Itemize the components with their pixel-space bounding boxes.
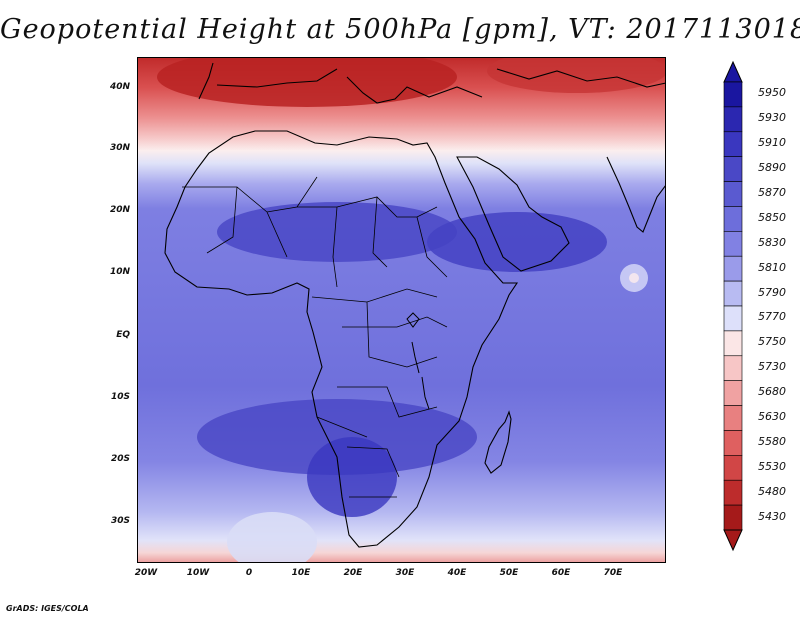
- colorbar-swatch: [723, 206, 743, 232]
- lon-label-50e: 50E: [499, 568, 519, 578]
- colorbar-level-label: 5870: [758, 186, 786, 199]
- colorbar-level-label: 5930: [758, 111, 786, 125]
- africa-coastline: [164, 130, 519, 548]
- geopotential-map: [137, 57, 666, 563]
- colorbar-level-label: 5850: [758, 210, 786, 224]
- lon-label-0: 0: [245, 568, 253, 578]
- lon-label-10e: 10E: [291, 568, 311, 578]
- lat-label-eq: EQ: [116, 330, 130, 340]
- colorbar-level-label: 5950: [758, 86, 786, 100]
- map-frame: [137, 57, 666, 563]
- lat-label-10n: 10N: [109, 267, 130, 277]
- country-borders: [182, 176, 448, 498]
- lat-label-10s: 10S: [110, 392, 130, 402]
- colorbar-swatch: [723, 455, 743, 481]
- lakes: [406, 312, 430, 410]
- lon-label-20w: 20W: [134, 568, 158, 578]
- lon-label-40e: 40E: [447, 568, 467, 578]
- colorbar-level-label: 5630: [758, 410, 786, 423]
- colorbar-swatch: [723, 479, 743, 506]
- colorbar-level-label: 5810: [758, 260, 786, 274]
- colorbar-swatch: [723, 405, 743, 431]
- india-coastline: [606, 156, 666, 233]
- colorbar-swatch: [723, 380, 743, 406]
- colorbar-level-label: 5750: [758, 335, 786, 349]
- colorbar-swatch: [723, 255, 743, 282]
- colorbar-level-label: 5430: [758, 509, 786, 523]
- lat-label-20n: 20N: [109, 205, 130, 215]
- colorbar-level-label: 5580: [758, 434, 786, 448]
- colorbar-swatch: [723, 131, 743, 157]
- lat-label-40n: 40N: [109, 82, 130, 92]
- colorbar-swatch: [723, 504, 743, 531]
- southern-ridge-lobe: [227, 512, 317, 563]
- lon-label-30e: 30E: [395, 568, 415, 578]
- map-title: Geopotential Height at 500hPa [gpm], VT:…: [0, 14, 800, 45]
- colorbar-swatch: [723, 305, 743, 332]
- colorbar-swatch: [723, 280, 743, 307]
- southern-high: [197, 399, 477, 475]
- colorbar-level-label: 5790: [758, 285, 786, 299]
- colorbar-swatch: [723, 156, 743, 182]
- europe-coastline: [198, 62, 666, 104]
- colorbar-level-label: 5910: [758, 136, 786, 150]
- madagascar-outline: [484, 410, 512, 474]
- colorbar-level-label: 5770: [758, 310, 786, 324]
- lon-label-20e: 20E: [343, 568, 363, 578]
- credit-text: GrADS: IGES/COLA: [6, 604, 89, 613]
- northeast-trough: [487, 57, 666, 93]
- lat-label-20s: 20S: [110, 454, 130, 464]
- colorbar-swatch: [723, 181, 743, 207]
- colorbar-swatch: [723, 355, 743, 381]
- colorbar-level-label: 5530: [758, 459, 786, 473]
- lon-label-60e: 60E: [551, 568, 571, 578]
- colorbar-swatch: [723, 231, 743, 257]
- colorbar-level-label: 5680: [758, 385, 786, 399]
- colorbar: [723, 60, 743, 552]
- colorbar-level-label: 5830: [758, 235, 786, 249]
- colorbar-swatch: [723, 81, 743, 108]
- colorbar-swatch: [723, 330, 743, 357]
- arabian-high: [427, 212, 607, 272]
- lon-label-10w: 10W: [186, 568, 210, 578]
- lon-label-70e: 70E: [603, 568, 623, 578]
- colorbar-max-arrow: [723, 60, 743, 83]
- colorbar-swatch: [723, 430, 743, 456]
- colorbar-swatch: [723, 106, 743, 133]
- colorbar-level-label: 5890: [758, 161, 786, 175]
- lat-label-30n: 30N: [109, 143, 130, 153]
- arabia-outline: [456, 156, 570, 272]
- colorbar-level-label: 5730: [758, 360, 786, 374]
- height-field: [137, 57, 666, 563]
- colorbar-level-label: 5480: [758, 484, 786, 498]
- cyclone-core: [629, 273, 639, 283]
- colorbar-min-arrow: [723, 529, 743, 552]
- lat-label-30s: 30S: [110, 516, 130, 526]
